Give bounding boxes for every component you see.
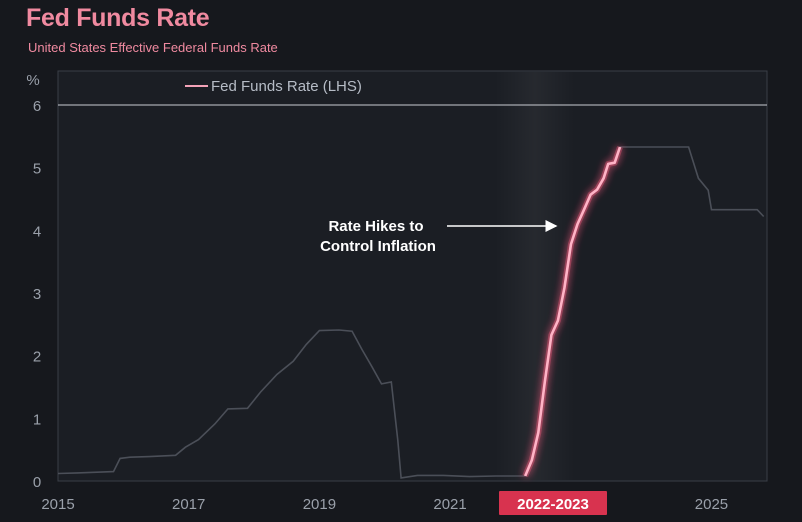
x-tick-label-highlight: 2022-2023	[517, 496, 589, 513]
x-tick-label: 2017	[172, 496, 205, 513]
x-tick-label: 2015	[41, 496, 74, 513]
x-axis: 2015 2017 2019 2021 2022-2023 2025	[41, 491, 728, 515]
annotation-line-1: Rate Hikes to	[328, 218, 423, 235]
y-axis: % 0 1 2 3 4 5 6	[26, 72, 41, 491]
y-tick-label: 5	[33, 161, 41, 178]
y-tick-label: 4	[33, 223, 41, 240]
plot-area	[57, 70, 768, 482]
y-tick-label: 3	[33, 286, 41, 303]
highlight-tick-background	[499, 491, 607, 515]
y-axis-unit-label: %	[26, 72, 39, 89]
highlight-band	[495, 72, 575, 480]
series-line-before	[57, 329, 526, 479]
annotation-line-2: Control Inflation	[320, 238, 436, 255]
chart-subtitle: United States Effective Federal Funds Ra…	[28, 40, 278, 55]
chart-title: Fed Funds Rate	[26, 4, 210, 32]
x-tick-label: 2019	[303, 496, 336, 513]
y-tick-label: 0	[33, 474, 41, 491]
legend-label: Fed Funds Rate (LHS)	[211, 78, 362, 95]
y-tick-label: 2	[33, 349, 41, 366]
x-tick-label: 2021	[433, 496, 466, 513]
y-tick-label: 1	[33, 411, 41, 428]
x-tick-label: 2025	[695, 496, 728, 513]
y-tick-label: 6	[33, 98, 41, 115]
legend: Fed Funds Rate (LHS)	[185, 78, 362, 95]
annotation: Rate Hikes to Control Inflation	[320, 218, 558, 255]
series-line-after	[620, 146, 765, 218]
series-fed-funds-rate	[57, 146, 765, 479]
series-line-highlight	[524, 146, 622, 477]
